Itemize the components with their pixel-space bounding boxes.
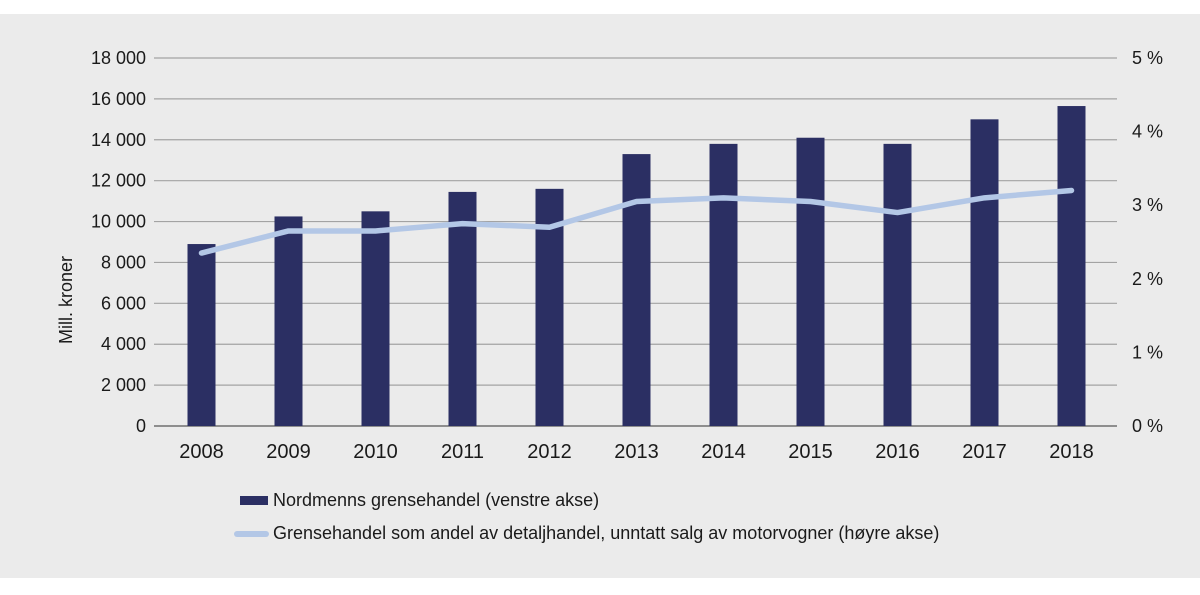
bar	[361, 211, 390, 426]
x-axis-tick-label: 2014	[701, 441, 746, 463]
bar	[622, 154, 651, 427]
right-axis-tick-label: 3 %	[1132, 195, 1163, 215]
right-axis-tick-label: 1 %	[1132, 342, 1163, 362]
left-axis-tick-label: 14 000	[91, 130, 146, 150]
bar	[448, 191, 477, 426]
x-axis-tick-label: 2017	[962, 441, 1007, 463]
bar	[970, 119, 999, 426]
right-axis-tick-label: 0 %	[1132, 416, 1163, 436]
bar	[1057, 106, 1086, 427]
bar	[883, 143, 912, 426]
bar	[274, 216, 303, 426]
bar-series-swatch	[240, 496, 268, 505]
line-series	[198, 187, 1075, 256]
legend-item-bar-series: Nordmenns grensehandel (venstre akse)	[234, 489, 939, 512]
left-axis-tick-label: 10 000	[91, 212, 146, 232]
right-axis-tick-label: 5 %	[1132, 48, 1163, 68]
x-axis-tick-label: 2016	[875, 441, 920, 463]
legend-item-line-series: Grensehandel som andel av detaljhandel, …	[234, 522, 939, 545]
left-axis-tick-label: 18 000	[91, 48, 146, 68]
x-axis-tick-label: 2010	[353, 441, 398, 463]
legend-label-bar-series: Nordmenns grensehandel (venstre akse)	[273, 490, 600, 510]
left-axis-tick-label: 6 000	[101, 293, 146, 313]
right-axis-tick-label: 4 %	[1132, 122, 1163, 142]
left-axis-tick-label: 8 000	[101, 252, 146, 272]
x-axis-tick-label: 2011	[441, 441, 484, 463]
left-axis-tick-label: 16 000	[91, 89, 146, 109]
x-axis-tick-label: 2018	[1049, 441, 1094, 463]
bar	[709, 143, 738, 426]
line-series-swatch	[234, 530, 269, 537]
left-axis-tick-label: 4 000	[101, 334, 146, 354]
legend: Nordmenns grensehandel (venstre akse) Gr…	[234, 489, 939, 545]
x-axis-tick-label: 2008	[179, 441, 224, 463]
left-axis-tick-label: 0	[136, 416, 146, 436]
right-axis-tick-label: 2 %	[1132, 269, 1163, 289]
x-axis-tick-label: 2012	[527, 441, 572, 463]
left-axis-tick-label: 2 000	[101, 375, 146, 395]
bar	[187, 244, 216, 426]
x-axis-tick-label: 2013	[614, 441, 659, 463]
left-axis-tick-label: 12 000	[91, 171, 146, 191]
bar	[796, 137, 825, 426]
x-axis-tick-label: 2009	[266, 441, 311, 463]
left-axis-title: Mill. kroner	[56, 256, 76, 344]
legend-label-line-series: Grensehandel som andel av detaljhandel, …	[273, 523, 940, 543]
x-axis-tick-label: 2015	[788, 441, 833, 463]
